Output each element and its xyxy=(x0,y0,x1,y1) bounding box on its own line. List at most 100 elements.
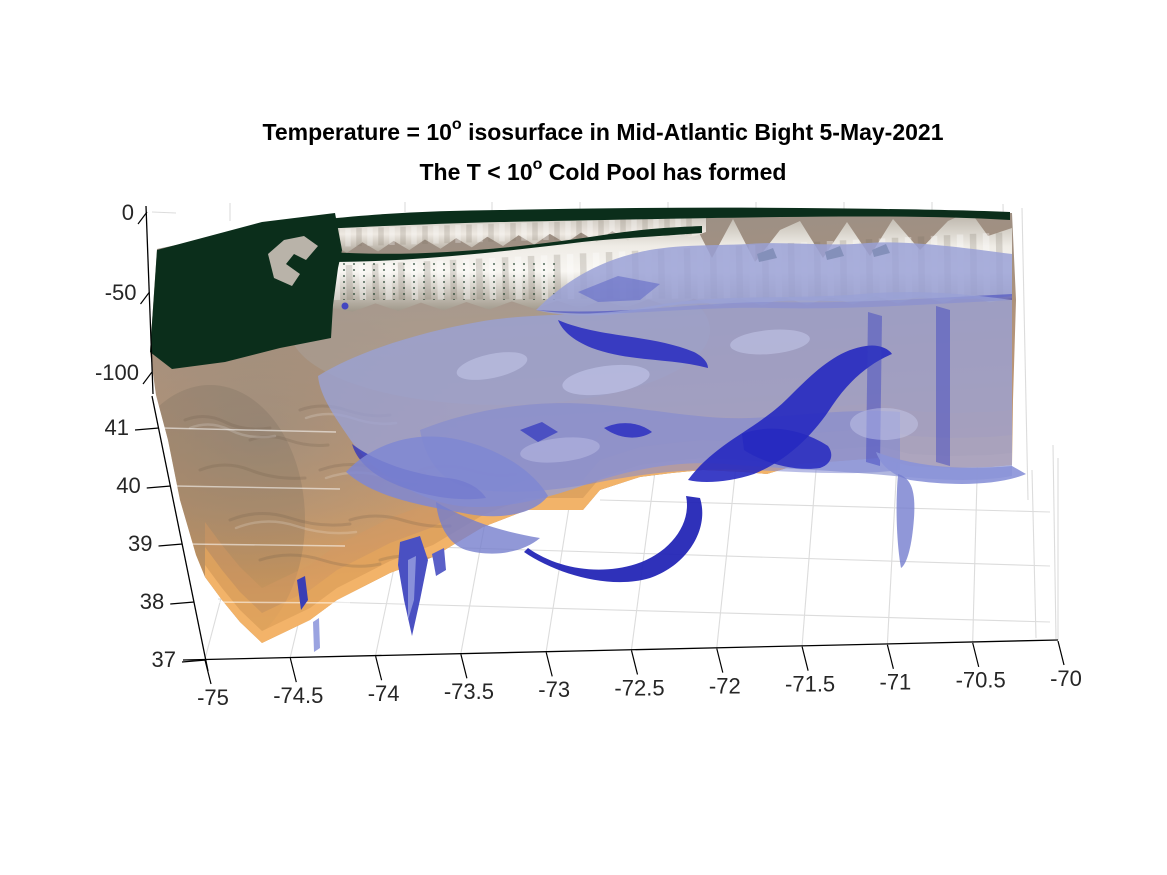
floor-grid-latitude-line xyxy=(599,499,1051,513)
right-wall-grid-line xyxy=(1052,444,1057,640)
isosurface-west-arm xyxy=(346,436,548,517)
x-tick-mark xyxy=(1057,640,1065,666)
land-strip-back xyxy=(258,207,1010,232)
x-tick-label: -75 xyxy=(197,685,229,710)
isosurface-sheen-2 xyxy=(730,329,810,355)
cliff-striation xyxy=(436,260,445,300)
x-tick-mark xyxy=(545,652,553,677)
isosurface-tongue xyxy=(436,502,540,554)
isosurface-sheen-5 xyxy=(520,437,600,463)
z-tick-label: 0 xyxy=(122,200,134,225)
isosurface-fold-top xyxy=(558,320,708,368)
x-tick-mark xyxy=(716,648,724,673)
isosurface-patch-upper xyxy=(578,276,660,302)
x-tick-mark xyxy=(289,657,297,683)
isosurface-dot xyxy=(341,302,349,310)
y-tick-mark xyxy=(134,427,160,431)
y-tick-label: 37 xyxy=(152,647,176,672)
x-tick-mark xyxy=(972,642,980,668)
x-tick-mark xyxy=(375,656,383,681)
y-tick-mark xyxy=(181,659,207,663)
x-tick-label: -71.5 xyxy=(785,672,835,697)
floor-grid-longitude-line xyxy=(716,465,737,648)
isosurface-hanging-streak-hi xyxy=(408,556,416,620)
floor-grid-latitude-line xyxy=(217,598,1051,623)
isosurface-dark-spot-1 xyxy=(604,423,652,438)
isosurface-streak-right-2 xyxy=(936,306,950,466)
isosurface-right-overhang xyxy=(876,452,1026,484)
z-axis: 0 -50 -100 xyxy=(95,200,154,395)
isosurface-streak-right-1 xyxy=(866,312,882,466)
x-tick-label: -72.5 xyxy=(614,675,664,700)
y-tick-mark xyxy=(158,543,183,547)
right-wall-grid-line xyxy=(1031,469,1037,639)
cliff-striation xyxy=(540,255,549,300)
z-axis-line xyxy=(145,205,154,395)
cliff-striation xyxy=(410,261,419,300)
y-tick-label: 40 xyxy=(116,473,140,498)
floor-grid-longitude-line xyxy=(630,467,657,650)
y-tick-label: 38 xyxy=(140,589,164,614)
x-tick-mark xyxy=(801,646,809,671)
cliff-striation xyxy=(371,263,380,300)
isosurface-sheen-1 xyxy=(562,364,650,396)
x-tick-label: -74 xyxy=(368,681,400,706)
y-tick-mark xyxy=(170,601,195,605)
x-tick-mark xyxy=(630,650,639,675)
left-wall-grid-overlay xyxy=(161,427,351,604)
isosurface-hook-loop xyxy=(524,496,703,583)
isosurface-fold-s xyxy=(688,345,892,482)
cliff-striation xyxy=(501,257,510,300)
y-tick-mark xyxy=(146,485,171,489)
back-wall-grid-line xyxy=(151,211,177,214)
land-edge-striations xyxy=(343,263,555,300)
cliff-striation xyxy=(514,256,523,300)
y-axis-line xyxy=(151,395,209,672)
z-tick-mark xyxy=(137,211,148,225)
chart-title: Temperature = 10o isosurface in Mid-Atla… xyxy=(262,116,943,185)
x-tick-label: -70 xyxy=(1050,666,1082,691)
chart-title-line2: The T < 10o Cold Pool has formed xyxy=(420,156,787,185)
cold-pool-isosurface xyxy=(297,242,1026,652)
x-tick-mark xyxy=(460,654,468,679)
z-tick-label: -50 xyxy=(105,280,137,305)
x-tick-label: -74.5 xyxy=(273,683,323,708)
x-tick-label: -73 xyxy=(538,677,570,702)
x-tick-label: -72 xyxy=(709,673,741,698)
x-tick-mark xyxy=(886,644,894,669)
z-tick-mark xyxy=(140,291,150,305)
floor-grid-longitude-line xyxy=(972,459,979,642)
back-wall-grid-line xyxy=(1021,207,1029,501)
cliff-striation xyxy=(423,261,432,300)
isosurface-right-droop xyxy=(896,474,915,568)
cliff-striation xyxy=(527,255,536,300)
chart-title-line1: Temperature = 10o isosurface in Mid-Atla… xyxy=(262,116,943,145)
cliff-striation xyxy=(475,258,484,300)
isosurface-hanging-sliver-1 xyxy=(297,576,308,610)
x-tick-label: -71 xyxy=(880,670,912,695)
land-inlet-notch xyxy=(268,236,318,286)
floor-grid-longitude-line xyxy=(801,463,818,646)
cliff-striation xyxy=(345,264,354,301)
isosurface-hanging-sliver-2 xyxy=(313,618,320,652)
cliff-striation xyxy=(449,259,458,300)
floor-grid-longitude-line xyxy=(886,461,898,644)
isosurface-sheen-4 xyxy=(456,352,528,380)
cliff-striation xyxy=(397,262,406,300)
x-axis-line xyxy=(182,639,1059,661)
y-axis: 41 40 39 38 37 xyxy=(105,395,209,672)
z-tick-mark xyxy=(142,371,153,385)
cliff-striation xyxy=(462,259,471,300)
y-tick-label: 39 xyxy=(128,531,152,556)
isosurface-hanging-bit xyxy=(432,548,446,576)
y-tick-label: 41 xyxy=(105,415,129,440)
isosurface-dark-patch xyxy=(742,428,832,469)
isosurface-sheen-3 xyxy=(850,408,918,440)
x-axis: -75 -74.5 -74 -73.5 -73 -72.5 -72 -71.5 -71 -70.5… xyxy=(182,639,1082,710)
z-tick-label: -100 xyxy=(95,360,139,385)
cliff-striation xyxy=(358,264,367,300)
cliff-striation xyxy=(384,263,393,300)
cliff-striation xyxy=(488,257,497,300)
